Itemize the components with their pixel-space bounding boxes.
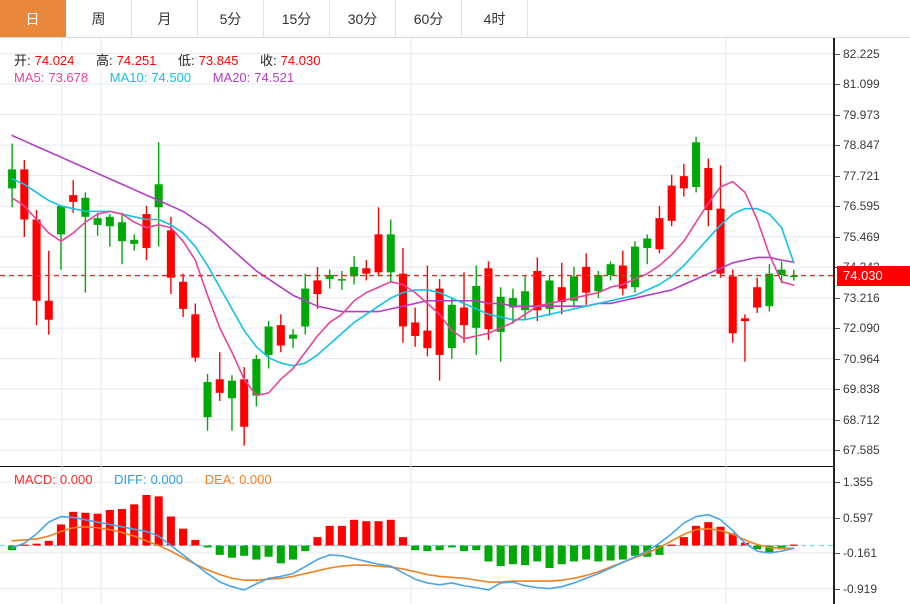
timeframe-tabbar: 日周月 5分 15分 30分 60分 4时	[0, 0, 910, 38]
open-value: 74.024	[34, 53, 75, 68]
price-tick-mark	[835, 419, 840, 421]
price-tick-label: 67.585	[843, 443, 880, 458]
open-label: 开:	[14, 53, 31, 68]
current-price-tag: 74.030	[837, 265, 910, 286]
high-value: 74.251	[116, 53, 157, 68]
diff-value: 0.000	[150, 472, 184, 487]
price-tick-mark	[835, 84, 840, 86]
ma5-label: MA5:	[14, 70, 45, 85]
price-tick-mark	[835, 297, 840, 299]
price-tick-mark	[835, 328, 840, 330]
price-tick-mark	[835, 53, 840, 55]
price-tick-label: 81.099	[843, 77, 880, 92]
price-tick-mark	[835, 236, 840, 238]
macd-tick-label: -0.919	[843, 581, 878, 596]
macd-value: 0.000	[59, 472, 93, 487]
price-tick-label: 82.225	[843, 46, 880, 61]
price-tick-label: 68.712	[843, 412, 880, 427]
tab-7[interactable]: 60分	[396, 0, 462, 37]
pane-divider	[0, 466, 833, 467]
low-label: 低:	[178, 53, 195, 68]
macd-axis: 1.355 0.597 -0.161 -0.919	[833, 466, 910, 604]
macd-tick-mark	[835, 517, 840, 519]
high-label: 高:	[96, 53, 113, 68]
macd-tick-label: 1.355	[843, 475, 874, 490]
tab-1[interactable]: 日	[0, 0, 66, 37]
price-tick-mark	[835, 358, 840, 360]
macd-canvas	[0, 466, 833, 604]
ma10-value: 74.500	[151, 70, 192, 85]
macd-tick-mark	[835, 482, 840, 484]
macd-legend: MACD: 0.000 DIFF: 0.000 DEA: 0.000	[14, 472, 276, 487]
ohlc-legend: 开: 74.024 高: 74.251 低: 73.845 收: 74.030	[14, 50, 324, 69]
macd-tick-mark	[835, 553, 840, 555]
macd-tick-mark	[835, 588, 840, 590]
price-tick-label: 77.721	[843, 168, 880, 183]
price-tick-label: 72.090	[843, 321, 880, 336]
macd-plot-area[interactable]	[0, 466, 833, 604]
close-label: 收:	[260, 53, 277, 68]
dea-value: 0.000	[239, 472, 272, 487]
price-tick-label: 76.595	[843, 199, 880, 214]
price-canvas	[0, 38, 833, 466]
price-tick-label: 75.469	[843, 229, 880, 244]
price-tick-label: 69.838	[843, 382, 880, 397]
tab-6[interactable]: 30分	[330, 0, 396, 37]
ma20-value: 74.521	[254, 70, 295, 85]
diff-label: DIFF:	[114, 472, 147, 487]
tab-8[interactable]: 4时	[462, 0, 528, 37]
price-tick-mark	[835, 145, 840, 147]
price-tick-label: 70.964	[843, 351, 880, 366]
price-tick-label: 79.973	[843, 107, 880, 122]
tab-3[interactable]: 月	[132, 0, 198, 37]
price-tick-label: 78.847	[843, 138, 880, 153]
dea-label: DEA:	[204, 472, 236, 487]
price-chart-pane: 82.225 81.099 79.973 78.847 77.721 76.595 75.4…	[0, 38, 910, 466]
macd-tick-label: -0.161	[843, 546, 878, 561]
price-tick-mark	[835, 206, 840, 208]
macd-tick-label: 0.597	[843, 510, 874, 525]
macd-chart-pane: 1.355 0.597 -0.161 -0.919	[0, 466, 910, 604]
tab-4[interactable]: 5分	[198, 0, 264, 37]
macd-label: MACD:	[14, 472, 56, 487]
price-tick-mark	[835, 114, 840, 116]
ma5-value: 73.678	[48, 70, 89, 85]
moving-average-legend: MA5: 73.678 MA10: 74.500 MA20: 74.521	[14, 70, 298, 85]
price-plot-area[interactable]	[0, 38, 833, 466]
tab-5[interactable]: 15分	[264, 0, 330, 37]
tab-2[interactable]: 周	[66, 0, 132, 37]
price-axis: 82.225 81.099 79.973 78.847 77.721 76.595 75.4…	[833, 38, 910, 466]
ma10-label: MA10:	[109, 70, 148, 85]
price-tick-label: 73.216	[843, 290, 880, 305]
ma20-label: MA20:	[212, 70, 251, 85]
low-value: 73.845	[198, 53, 239, 68]
price-tick-mark	[835, 389, 840, 391]
price-tick-mark	[835, 175, 840, 177]
close-value: 74.030	[280, 53, 321, 68]
price-tick-mark	[835, 450, 840, 452]
